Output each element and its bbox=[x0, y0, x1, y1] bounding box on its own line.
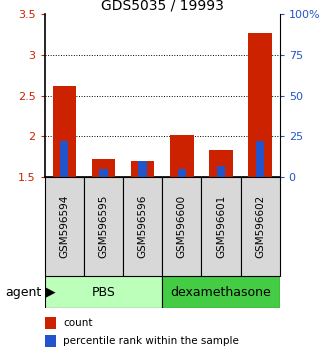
Text: GSM596595: GSM596595 bbox=[98, 195, 109, 258]
Text: agent: agent bbox=[5, 286, 41, 298]
Bar bbox=[201, 177, 241, 276]
Bar bbox=[241, 177, 280, 276]
Bar bbox=[138, 161, 147, 177]
Text: GSM596602: GSM596602 bbox=[255, 195, 265, 258]
Bar bbox=[209, 150, 233, 177]
Bar bbox=[256, 141, 264, 177]
Bar bbox=[178, 169, 186, 177]
Bar bbox=[162, 177, 201, 276]
Bar bbox=[99, 169, 108, 177]
Title: GDS5035 / 19993: GDS5035 / 19993 bbox=[101, 0, 224, 13]
Bar bbox=[45, 317, 56, 329]
Bar bbox=[45, 177, 84, 276]
Text: GSM596601: GSM596601 bbox=[216, 195, 226, 258]
Text: percentile rank within the sample: percentile rank within the sample bbox=[64, 336, 239, 346]
Text: GSM596600: GSM596600 bbox=[177, 195, 187, 258]
Text: GSM596596: GSM596596 bbox=[138, 195, 148, 258]
Bar bbox=[162, 276, 280, 308]
Bar bbox=[131, 161, 154, 177]
Text: count: count bbox=[64, 318, 93, 328]
Bar bbox=[84, 177, 123, 276]
Bar bbox=[92, 159, 115, 177]
Bar bbox=[217, 166, 225, 177]
Bar bbox=[123, 177, 162, 276]
Bar bbox=[53, 86, 76, 177]
Bar bbox=[248, 33, 272, 177]
Text: dexamethasone: dexamethasone bbox=[170, 286, 271, 298]
Text: PBS: PBS bbox=[91, 286, 116, 298]
Text: GSM596594: GSM596594 bbox=[59, 195, 69, 258]
Text: ▶: ▶ bbox=[46, 286, 56, 298]
Bar bbox=[170, 135, 194, 177]
Bar bbox=[45, 276, 162, 308]
Bar bbox=[60, 141, 69, 177]
Bar bbox=[45, 335, 56, 347]
